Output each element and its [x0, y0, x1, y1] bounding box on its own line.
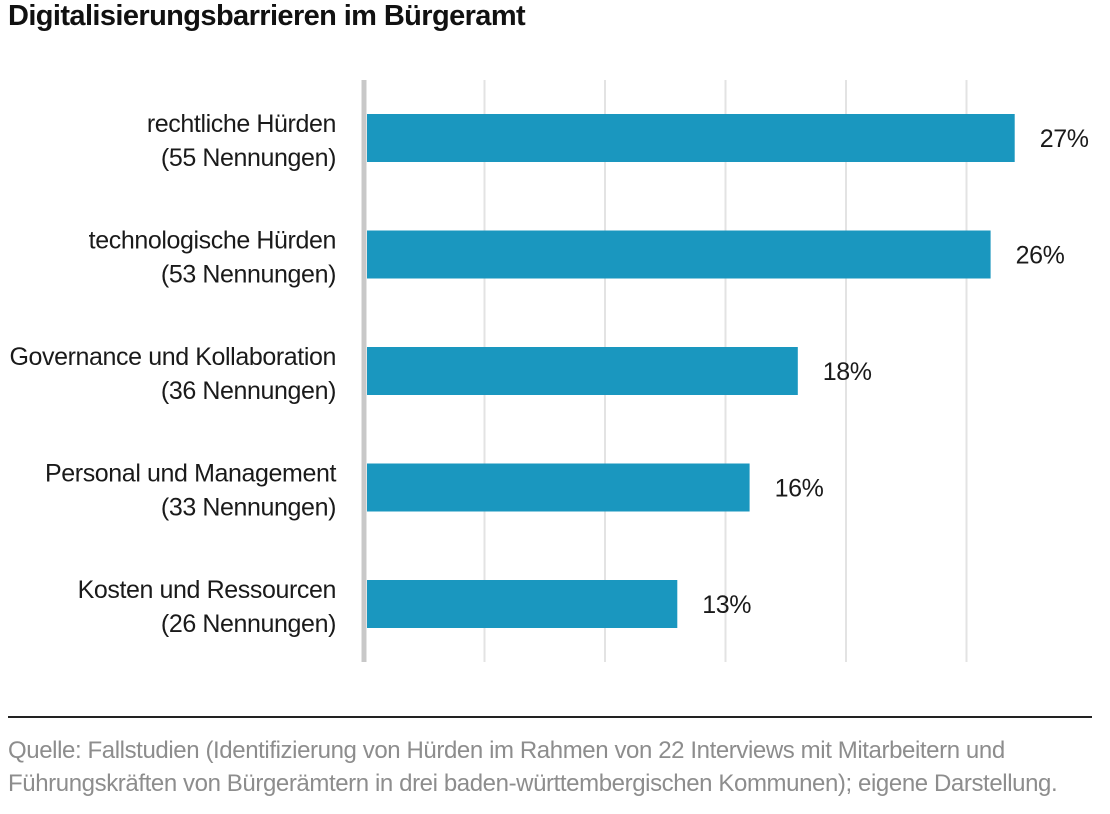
category-label-line-1: Governance und Kollaboration	[9, 343, 336, 371]
category-label-line-2: (26 Nennungen)	[161, 610, 336, 638]
source-note: Quelle: Fallstudien (Identifizierung von…	[8, 734, 1098, 800]
value-label: 26%	[1016, 242, 1065, 270]
value-label: 18%	[823, 358, 872, 386]
category-label: Kosten und Ressourcen (26 Nennungen)	[78, 576, 336, 638]
source-line-1: Quelle: Fallstudien (Identifizierung von…	[8, 737, 1005, 764]
bar	[367, 463, 750, 512]
category-label: Personal und Management (33 Nennungen)	[45, 460, 336, 522]
category-label: technologische Hürden (53 Nennungen)	[89, 227, 336, 289]
source-line-2: Führungskräften von Bürgerämtern in drei…	[8, 770, 1058, 797]
category-label: rechtliche Hürden (55 Nennungen)	[147, 110, 336, 172]
value-label: 27%	[1040, 125, 1089, 153]
category-label-line-2: (36 Nennungen)	[161, 377, 336, 405]
category-label: Governance und Kollaboration (36 Nennunge…	[9, 343, 336, 405]
category-label-line-2: (53 Nennungen)	[161, 261, 336, 289]
category-label-line-1: Kosten und Ressourcen	[78, 576, 336, 604]
source-divider	[8, 716, 1092, 718]
chart-title: Digitalisierungsbarrieren im Bürgeramt	[8, 0, 526, 32]
category-labels: rechtliche Hürden (55 Nennungen) technolog…	[9, 110, 336, 638]
bars	[367, 114, 1015, 628]
category-label-line-2: (33 Nennungen)	[161, 494, 336, 522]
category-label-line-1: Personal und Management	[45, 460, 336, 488]
value-label: 13%	[702, 591, 751, 619]
category-label-line-1: rechtliche Hürden	[147, 110, 336, 138]
bar	[367, 347, 798, 395]
category-label-line-2: (55 Nennungen)	[161, 144, 336, 172]
bar	[367, 230, 991, 279]
bar	[367, 114, 1015, 162]
category-label-line-1: technologische Hürden	[89, 227, 336, 255]
bar-chart: rechtliche Hürden (55 Nennungen) technolog…	[9, 80, 1089, 662]
value-labels: 27% 26% 18% 16% 13%	[702, 125, 1089, 619]
bar	[367, 580, 678, 628]
value-label: 16%	[775, 475, 824, 503]
